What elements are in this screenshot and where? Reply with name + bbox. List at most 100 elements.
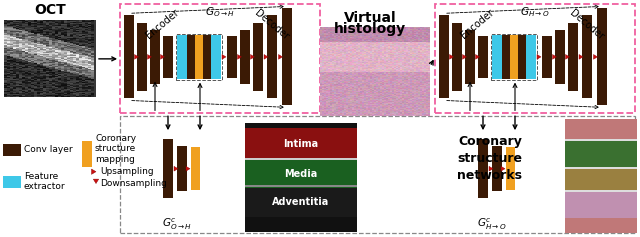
Bar: [354, 109, 356, 110]
Bar: [22, 22, 25, 23]
Bar: [412, 51, 414, 52]
Bar: [388, 47, 390, 48]
Bar: [352, 109, 354, 110]
Bar: [420, 57, 422, 58]
Bar: [16, 87, 19, 89]
Bar: [336, 90, 338, 91]
Bar: [380, 31, 382, 32]
Bar: [386, 78, 388, 79]
Bar: [203, 35, 211, 79]
Bar: [82, 62, 85, 63]
Bar: [380, 112, 382, 113]
Bar: [426, 109, 428, 110]
Bar: [31, 23, 34, 24]
Bar: [324, 69, 326, 70]
Bar: [64, 37, 67, 38]
Bar: [43, 92, 46, 94]
Bar: [416, 90, 418, 91]
Bar: [324, 98, 326, 100]
Bar: [424, 108, 426, 109]
Bar: [418, 111, 420, 112]
Bar: [348, 75, 350, 76]
Bar: [412, 49, 414, 50]
Bar: [356, 39, 358, 40]
Bar: [372, 73, 374, 74]
Bar: [40, 49, 43, 50]
Bar: [386, 66, 388, 67]
Bar: [358, 68, 360, 69]
Bar: [37, 96, 40, 97]
Bar: [378, 92, 380, 94]
Bar: [13, 46, 16, 47]
Bar: [10, 50, 13, 51]
Bar: [400, 107, 402, 108]
Bar: [344, 111, 346, 112]
Bar: [43, 83, 46, 84]
Bar: [358, 30, 360, 31]
Polygon shape: [501, 166, 505, 171]
Bar: [350, 58, 352, 59]
Bar: [324, 51, 326, 52]
Bar: [76, 28, 79, 29]
Bar: [61, 85, 64, 86]
Bar: [40, 35, 43, 36]
Bar: [326, 63, 328, 64]
Bar: [388, 39, 390, 40]
Bar: [348, 83, 350, 84]
Bar: [40, 62, 43, 63]
Bar: [378, 29, 380, 30]
Bar: [40, 92, 43, 94]
Bar: [67, 38, 70, 39]
Bar: [10, 92, 13, 94]
Bar: [356, 76, 358, 77]
Bar: [67, 65, 70, 66]
Bar: [358, 75, 360, 76]
Bar: [408, 43, 410, 44]
Bar: [352, 87, 354, 89]
Bar: [334, 102, 336, 103]
Bar: [398, 113, 400, 114]
Bar: [370, 36, 372, 37]
Bar: [342, 48, 344, 49]
Bar: [338, 94, 340, 95]
Bar: [378, 57, 380, 58]
Bar: [79, 72, 82, 73]
Bar: [338, 50, 340, 51]
Bar: [4, 59, 7, 60]
Bar: [358, 65, 360, 66]
Bar: [398, 60, 400, 61]
Bar: [360, 105, 362, 106]
Bar: [396, 68, 398, 69]
Bar: [392, 35, 394, 36]
Bar: [52, 73, 55, 74]
Bar: [338, 53, 340, 54]
Bar: [352, 71, 354, 72]
Bar: [55, 58, 58, 59]
Bar: [366, 78, 368, 79]
Bar: [390, 54, 392, 55]
Bar: [352, 111, 354, 112]
Bar: [368, 91, 370, 92]
Bar: [43, 72, 46, 73]
Bar: [400, 44, 402, 45]
Bar: [416, 106, 418, 107]
Bar: [402, 100, 404, 101]
Bar: [420, 108, 422, 109]
Bar: [388, 96, 390, 97]
Bar: [370, 48, 372, 49]
Bar: [418, 27, 420, 28]
Bar: [416, 96, 418, 97]
Bar: [426, 68, 428, 69]
Bar: [398, 78, 400, 79]
Bar: [372, 65, 374, 66]
Bar: [366, 105, 368, 106]
Bar: [348, 61, 350, 62]
Bar: [360, 36, 362, 37]
Bar: [354, 113, 356, 114]
Bar: [386, 75, 388, 76]
Bar: [380, 107, 382, 108]
Bar: [55, 56, 58, 57]
Bar: [370, 114, 372, 115]
Bar: [322, 52, 324, 53]
Bar: [358, 44, 360, 45]
